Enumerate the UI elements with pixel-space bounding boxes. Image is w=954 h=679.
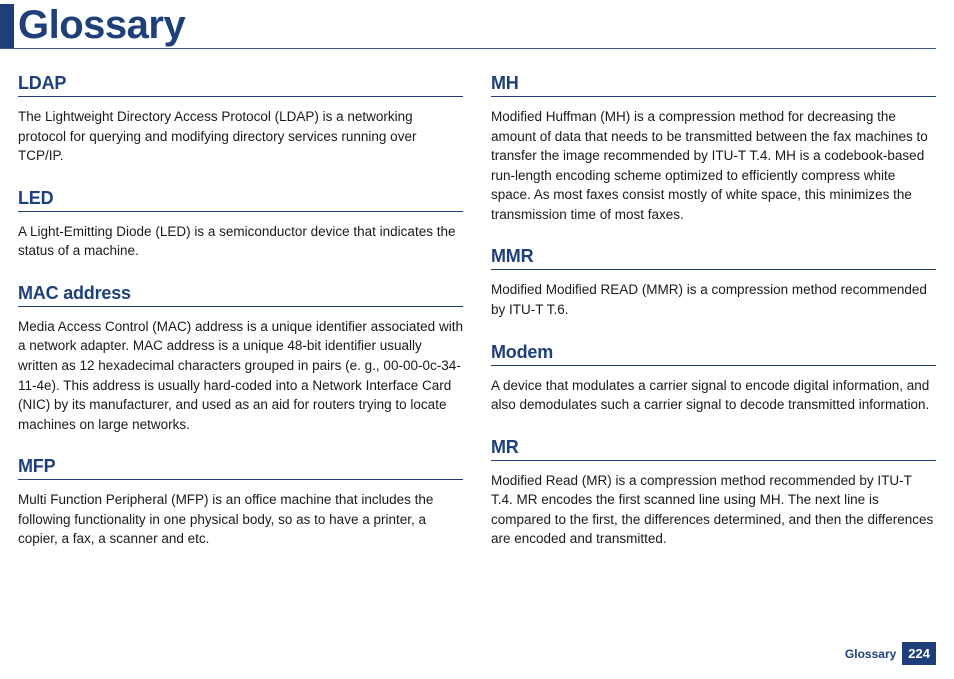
glossary-entry: LDAP The Lightweight Directory Access Pr… <box>18 73 463 166</box>
glossary-entry: Modem A device that modulates a carrier … <box>491 342 936 415</box>
definition-text: Media Access Control (MAC) address is a … <box>18 317 463 434</box>
definition-text: The Lightweight Directory Access Protoco… <box>18 107 463 166</box>
page-header: Glossary <box>0 4 936 49</box>
definition-text: Modified Read (MR) is a compression meth… <box>491 471 936 549</box>
glossary-entry: MFP Multi Function Peripheral (MFP) is a… <box>18 456 463 549</box>
page-number: 224 <box>902 642 936 665</box>
right-column: MH Modified Huffman (MH) is a compressio… <box>491 73 936 571</box>
term-heading: Modem <box>491 342 936 366</box>
glossary-entry: MAC address Media Access Control (MAC) a… <box>18 283 463 434</box>
term-heading: MR <box>491 437 936 461</box>
page-footer: Glossary 224 <box>845 642 936 665</box>
glossary-entry: MMR Modified Modified READ (MMR) is a co… <box>491 246 936 319</box>
term-heading: MH <box>491 73 936 97</box>
term-heading: MAC address <box>18 283 463 307</box>
glossary-entry: MH Modified Huffman (MH) is a compressio… <box>491 73 936 224</box>
definition-text: Modified Modified READ (MMR) is a compre… <box>491 280 936 319</box>
term-heading: LED <box>18 188 463 212</box>
glossary-entry: LED A Light-Emitting Diode (LED) is a se… <box>18 188 463 261</box>
left-column: LDAP The Lightweight Directory Access Pr… <box>18 73 463 571</box>
title-accent-bar <box>0 4 14 48</box>
definition-text: Modified Huffman (MH) is a compression m… <box>491 107 936 224</box>
content-columns: LDAP The Lightweight Directory Access Pr… <box>0 49 954 571</box>
term-heading: MFP <box>18 456 463 480</box>
glossary-entry: MR Modified Read (MR) is a compression m… <box>491 437 936 549</box>
term-heading: LDAP <box>18 73 463 97</box>
footer-section-label: Glossary <box>845 647 896 661</box>
page-title: Glossary <box>18 4 185 48</box>
definition-text: Multi Function Peripheral (MFP) is an of… <box>18 490 463 549</box>
definition-text: A device that modulates a carrier signal… <box>491 376 936 415</box>
definition-text: A Light-Emitting Diode (LED) is a semico… <box>18 222 463 261</box>
term-heading: MMR <box>491 246 936 270</box>
